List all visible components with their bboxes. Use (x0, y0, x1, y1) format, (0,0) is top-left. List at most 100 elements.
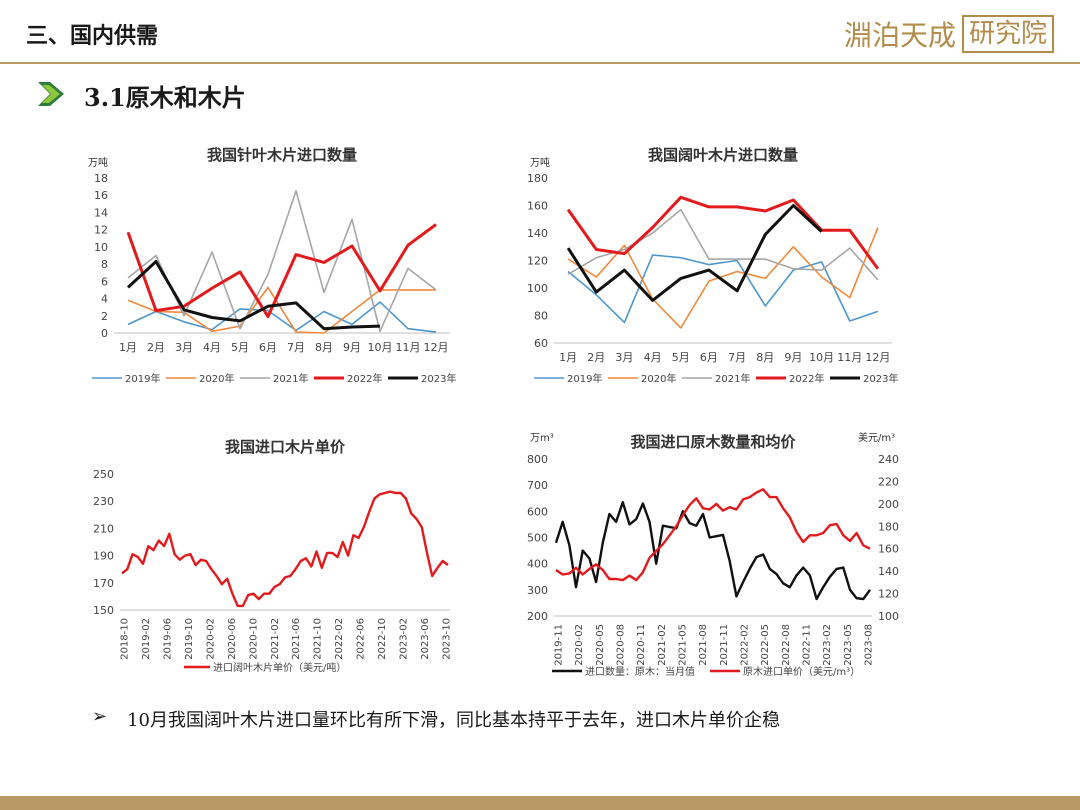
y2-axis-unit: 美元/m³ (858, 431, 895, 444)
x-tick-label: 2022-02 (334, 618, 345, 660)
x-tick-label: 2019-10 (184, 618, 195, 660)
x-tick-label: 2023-02 (822, 624, 833, 666)
x-tick-label: 2月 (147, 341, 165, 354)
legend-label: 进口阔叶木片单价（美元/吨） (213, 661, 346, 674)
y-tick-label: 8 (101, 258, 108, 271)
y-tick-label: 16 (94, 189, 108, 202)
y2-tick-label: 120 (878, 588, 899, 601)
y-tick-label: 60 (534, 337, 548, 350)
x-tick-label: 2023-02 (399, 618, 410, 660)
x-tick-label: 2021-02 (270, 618, 281, 660)
x-tick-label: 3月 (175, 341, 193, 354)
y-tick-label: 4 (101, 293, 108, 306)
series-line (554, 501, 871, 601)
y-tick-label: 12 (94, 224, 108, 237)
chart-log-imports-and-price: 我国进口原木数量和均价 万m³ 美元/m³ 200 300 400 500 600 700 800… (527, 431, 899, 678)
x-tick-label: 6月 (259, 341, 277, 354)
x-tick-label: 2月 (587, 351, 605, 364)
y2-tick-label: 220 (878, 475, 899, 488)
y-tick-label: 210 (93, 522, 114, 535)
section-arrow-icon (38, 82, 64, 106)
y-tick-label: 6 (101, 275, 108, 288)
y-tick-label: 250 (93, 468, 114, 481)
x-tick-label: 2022-02 (740, 624, 751, 666)
x-tick-label: 2020-11 (636, 624, 647, 666)
x-tick-label: 10月 (809, 351, 834, 364)
y2-tick-label: 200 (878, 498, 899, 511)
x-tick-label: 2018-10 (120, 618, 131, 660)
x-tick-label: 2019-06 (162, 618, 173, 660)
legend-label: 2021年 (715, 372, 750, 385)
x-tick-label: 11月 (837, 351, 862, 364)
y2-tick-label: 240 (878, 453, 899, 466)
x-tick-label: 2019-11 (554, 624, 565, 666)
x-tick-label: 2021-10 (313, 618, 324, 660)
x-tick-label: 12月 (865, 351, 890, 364)
series-line (127, 286, 436, 334)
y-tick-label: 300 (527, 584, 548, 597)
page-header-title: 三、国内供需 (26, 23, 159, 49)
x-tick-label: 2023-08 (864, 624, 875, 666)
y-tick-label: 150 (93, 604, 114, 617)
x-tick-label: 2022-10 (377, 618, 388, 660)
legend-label: 原木进口单价（美元/m³） (743, 665, 860, 678)
x-tick-label: 8月 (315, 341, 333, 354)
x-tick-label: 4月 (203, 341, 221, 354)
x-tick-label: 2023-05 (843, 624, 854, 666)
header-divider (0, 62, 1080, 64)
legend-label: 2022年 (347, 372, 382, 385)
y-tick-label: 2 (101, 310, 108, 323)
series-line (555, 488, 871, 582)
x-tick-label: 2021-05 (678, 624, 689, 666)
legend-label: 2019年 (125, 372, 160, 385)
y-tick-label: 700 (527, 479, 548, 492)
series-line (127, 301, 437, 333)
y-tick-label: 120 (527, 255, 548, 268)
y-axis-unit: 万m³ (530, 433, 554, 444)
x-tick-label: 7月 (287, 341, 305, 354)
x-tick-label: 2020-06 (227, 618, 238, 660)
y-axis-unit: 万吨 (88, 156, 108, 169)
x-tick-label: 8月 (756, 351, 774, 364)
footer-bar (0, 796, 1080, 810)
x-tick-label: 2020-02 (574, 624, 585, 666)
x-tick-label: 9月 (784, 351, 802, 364)
y-tick-label: 140 (527, 227, 548, 240)
x-tick-label: 1月 (119, 341, 137, 354)
series-line (567, 254, 879, 324)
bullet-arrow-icon: ➢ (92, 706, 108, 727)
x-tick-label: 2019-02 (141, 618, 152, 660)
x-tick-label: 2022-05 (760, 624, 771, 666)
y-tick-label: 600 (527, 505, 548, 518)
y-tick-label: 10 (94, 241, 108, 254)
brand-logo: 淵泊天成 研究院 (844, 14, 1054, 54)
y-tick-label: 400 (527, 558, 548, 571)
chart-title: 我国进口原木数量和均价 (630, 433, 796, 451)
x-tick-label: 2021-11 (719, 624, 730, 666)
x-tick-label: 1月 (559, 351, 577, 364)
legend-label: 2020年 (199, 372, 234, 385)
logo-box-text: 研究院 (961, 15, 1054, 53)
x-tick-label: 2020-02 (205, 618, 216, 660)
series-line (566, 204, 823, 302)
summary-bullet: ➢ 10月我国阔叶木片进口量环比有所下滑，同比基本持平于去年，进口木片单价企稳 (92, 706, 780, 732)
series-line (566, 195, 880, 270)
y-axis-unit: 万吨 (530, 156, 550, 169)
y-tick-label: 180 (527, 172, 548, 185)
y-tick-label: 500 (527, 532, 548, 545)
y-tick-label: 800 (527, 453, 548, 466)
series-line (126, 223, 437, 319)
logo-text: 淵泊天成 (843, 19, 956, 52)
x-tick-label: 2020-08 (616, 624, 627, 666)
series-line (121, 490, 449, 608)
y-tick-label: 14 (94, 206, 108, 219)
x-tick-label: 7月 (728, 351, 746, 364)
chart-title: 我国阔叶木片进口数量 (648, 146, 798, 164)
x-tick-label: 12月 (424, 341, 449, 354)
y-tick-label: 200 (527, 610, 548, 623)
x-tick-label: 3月 (615, 351, 633, 364)
y-tick-label: 80 (534, 310, 548, 323)
chart-title: 我国进口木片单价 (225, 438, 346, 456)
y2-tick-label: 160 (878, 543, 899, 556)
